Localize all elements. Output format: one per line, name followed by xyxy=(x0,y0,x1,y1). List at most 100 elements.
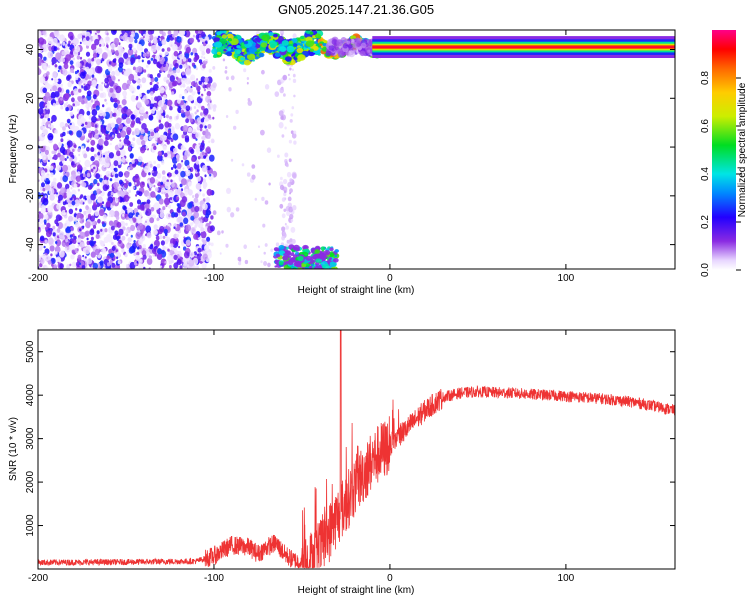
colorbar-ticks: 0.0 0.2 0.4 0.6 0.8 xyxy=(700,71,741,277)
noise-speckle xyxy=(143,135,149,142)
noise-speckle xyxy=(93,166,96,170)
noise-speckle xyxy=(280,115,284,120)
snr-frame xyxy=(37,329,676,570)
noise-speckle xyxy=(275,242,280,247)
noise-speckle xyxy=(142,35,145,39)
noise-speckle xyxy=(200,55,204,59)
noise-speckle xyxy=(135,97,139,101)
noise-speckle xyxy=(128,73,135,81)
noise-speckle xyxy=(191,232,194,235)
noise-speckle xyxy=(137,156,143,163)
noise-speckle xyxy=(78,160,81,163)
tone-blob xyxy=(240,57,245,61)
noise-speckle xyxy=(281,197,286,202)
noise-speckle xyxy=(280,176,283,181)
noise-speckle xyxy=(150,91,154,96)
tone-blob xyxy=(260,42,268,48)
noise-speckle xyxy=(113,102,118,109)
noise-speckle xyxy=(166,140,170,145)
noise-speckle xyxy=(158,198,164,205)
noise-speckle xyxy=(62,126,66,131)
noise-speckle xyxy=(118,228,124,236)
noise-speckle xyxy=(141,140,146,146)
noise-speckle xyxy=(88,132,93,139)
noise-speckle xyxy=(134,173,139,179)
noise-speckle xyxy=(122,69,125,72)
noise-speckle xyxy=(205,60,208,64)
noise-speckle xyxy=(69,263,72,267)
tone-blob xyxy=(268,32,274,36)
noise-speckle xyxy=(120,149,126,157)
noise-speckle xyxy=(57,147,60,150)
noise-speckle xyxy=(166,99,173,107)
noise-speckle xyxy=(117,79,120,82)
noise-speckle xyxy=(164,51,169,56)
tone-halo xyxy=(331,39,338,45)
noise-speckle xyxy=(189,37,195,44)
noise-speckle xyxy=(80,85,84,89)
noise-speckle xyxy=(125,222,128,226)
tone-blob xyxy=(309,48,314,52)
noise-speckle xyxy=(122,213,125,217)
noise-speckle xyxy=(138,258,143,265)
noise-speckle xyxy=(72,238,77,244)
noise-speckle xyxy=(166,173,170,176)
noise-speckle xyxy=(198,34,202,39)
noise-speckle xyxy=(157,111,162,116)
noise-speckle xyxy=(134,53,138,58)
noise-speckle xyxy=(174,62,179,69)
noise-speckle xyxy=(197,103,202,109)
noise-speckle xyxy=(286,239,290,244)
noise-speckle xyxy=(57,222,64,229)
noise-speckle xyxy=(175,68,180,73)
noise-speckle xyxy=(138,146,141,150)
noise-speckle xyxy=(62,175,68,183)
noise-speckle xyxy=(184,135,190,141)
noise-speckle xyxy=(283,192,287,197)
tone-blob xyxy=(226,51,233,57)
noise-speckle xyxy=(157,248,163,255)
noise-speckle xyxy=(44,266,49,269)
noise-speckle xyxy=(166,132,173,140)
noise-speckle xyxy=(176,207,182,213)
noise-speckle xyxy=(77,108,80,113)
noise-speckle xyxy=(194,193,199,199)
noise-speckle xyxy=(208,140,211,143)
noise-speckle xyxy=(99,43,102,47)
noise-speckle xyxy=(128,182,132,187)
noise-speckle xyxy=(66,188,70,193)
tone-halo xyxy=(367,49,371,53)
noise-speckle xyxy=(77,244,80,248)
noise-speckle xyxy=(38,37,45,45)
alias-blob xyxy=(319,265,323,268)
noise-speckle xyxy=(140,230,144,234)
tone-halo xyxy=(346,40,351,45)
noise-speckle xyxy=(172,179,175,184)
noise-speckle xyxy=(60,187,65,194)
tone-ridge-band xyxy=(372,46,675,48)
noise-speckle xyxy=(201,50,206,56)
noise-speckle xyxy=(151,170,154,174)
noise-speckle xyxy=(91,74,95,78)
noise-speckle xyxy=(130,57,136,64)
noise-speckle xyxy=(84,256,87,259)
noise-speckle xyxy=(137,214,141,219)
noise-speckle xyxy=(195,131,201,139)
noise-speckle xyxy=(150,131,155,137)
noise-speckle xyxy=(195,182,202,190)
noise-speckle xyxy=(90,147,95,152)
noise-speckle xyxy=(157,87,160,91)
noise-speckle xyxy=(153,83,159,92)
noise-speckle xyxy=(173,226,176,229)
noise-speckle xyxy=(178,250,182,255)
noise-speckle xyxy=(87,102,92,108)
noise-speckle xyxy=(197,156,201,160)
noise-speckle xyxy=(62,160,65,164)
noise-speckle xyxy=(40,224,46,230)
noise-speckle xyxy=(165,193,169,198)
noise-speckle xyxy=(111,163,115,168)
noise-speckle xyxy=(192,47,198,55)
noise-speckle xyxy=(75,73,79,79)
noise-speckle xyxy=(41,182,45,188)
tone-blob xyxy=(270,43,276,49)
